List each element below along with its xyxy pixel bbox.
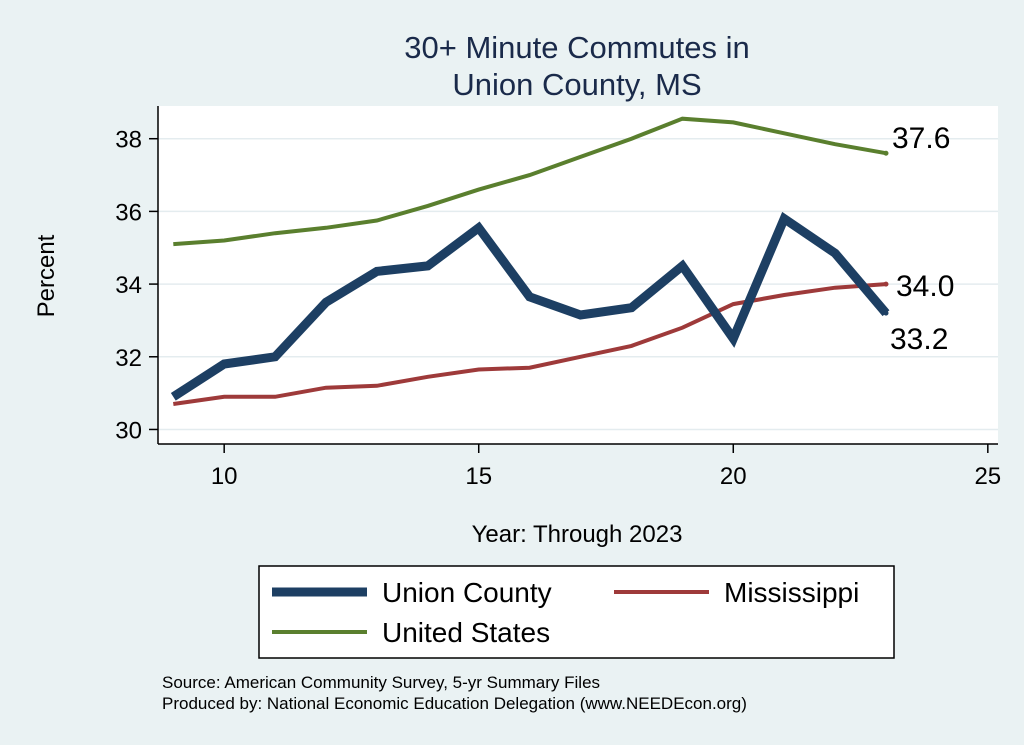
y-tick-label: 32 [115, 345, 142, 372]
produced-by-note: Produced by: National Economic Education… [162, 694, 747, 713]
end-label-mississippi: 34.0 [896, 270, 954, 303]
legend: Union County Mississippi United States [272, 577, 859, 648]
source-note: Source: American Community Survey, 5-yr … [162, 673, 600, 692]
data-point-union-county [883, 310, 889, 316]
series-line-united-states [173, 116, 887, 247]
y-tick-label: 38 [115, 127, 142, 154]
end-label-union-county: 33.2 [890, 323, 948, 356]
chart-title-line-2: Union County, MS [452, 67, 701, 102]
x-tick-label: 25 [974, 463, 1001, 490]
x-axis-label: Year: Through 2023 [472, 521, 683, 548]
series-line-union-county [170, 211, 890, 401]
end-labels: 37.6 34.0 33.2 [890, 122, 954, 356]
legend-label-united-states: United States [382, 617, 550, 648]
tick-labels: 30 32 34 36 38 10 15 20 25 [115, 127, 1001, 490]
x-tick-label: 20 [720, 463, 747, 490]
series-line-mississippi [173, 282, 887, 406]
legend-box [258, 565, 895, 659]
legend-label-mississippi: Mississippi [724, 577, 859, 608]
y-tick-label: 34 [115, 272, 142, 299]
data-point-united-states [883, 150, 889, 156]
legend-label-union-county: Union County [382, 577, 552, 608]
y-tick-label: 36 [115, 199, 142, 226]
y-axis-label: Percent [33, 234, 60, 317]
axes [149, 106, 998, 453]
x-tick-label: 15 [465, 463, 492, 490]
data-point-mississippi [883, 281, 889, 287]
series-lines [170, 116, 890, 406]
y-tick-label: 30 [115, 417, 142, 444]
chart-title-line-1: 30+ Minute Commutes in [404, 30, 749, 65]
x-tick-label: 10 [211, 463, 238, 490]
end-label-united-states: 37.6 [892, 122, 950, 155]
